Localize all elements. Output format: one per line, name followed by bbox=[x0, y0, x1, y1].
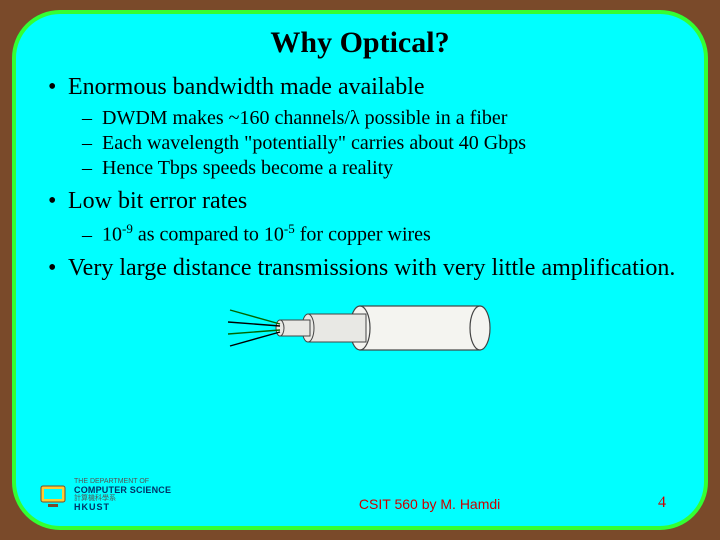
logo-line4: HKUST bbox=[74, 503, 171, 512]
footer-credit: CSIT 560 by M. Hamdi bbox=[171, 496, 658, 512]
sub-item: –Hence Tbps speeds become a reality bbox=[82, 157, 676, 180]
dash-marker: – bbox=[82, 224, 102, 247]
logo-text: THE DEPARTMENT OF COMPUTER SCIENCE 計算機科學… bbox=[74, 478, 171, 512]
dash-marker: – bbox=[82, 107, 102, 130]
bullet-text: Very large distance transmissions with v… bbox=[68, 255, 675, 282]
dash-marker: – bbox=[82, 132, 102, 155]
dept-logo: THE DEPARTMENT OF COMPUTER SCIENCE 計算機科學… bbox=[38, 478, 171, 512]
bullet-marker: • bbox=[48, 255, 68, 282]
bullet-text: Low bit error rates bbox=[68, 188, 247, 215]
dash-marker: – bbox=[82, 157, 102, 180]
page-number: 4 bbox=[658, 494, 666, 512]
bullet-item: • Very large distance transmissions with… bbox=[48, 255, 676, 282]
cable-svg bbox=[210, 288, 510, 368]
sub-text: DWDM makes ~160 channels/λ possible in a… bbox=[102, 107, 507, 130]
footer: THE DEPARTMENT OF COMPUTER SCIENCE 計算機科學… bbox=[16, 478, 704, 512]
slide-frame: Why Optical? • Enormous bandwidth made a… bbox=[12, 10, 708, 530]
logo-line2: COMPUTER SCIENCE bbox=[74, 486, 171, 495]
sub-item: –Each wavelength "potentially" carries a… bbox=[82, 132, 676, 155]
logo-icon bbox=[38, 480, 68, 510]
cable-illustration bbox=[44, 288, 676, 373]
bullet-item: • Enormous bandwidth made available –DWD… bbox=[48, 74, 676, 180]
bullet-text: Enormous bandwidth made available bbox=[68, 74, 425, 101]
slide-title: Why Optical? bbox=[44, 26, 676, 60]
sub-text: 10-9 as compared to 10-5 for copper wire… bbox=[102, 221, 431, 247]
bullet-marker: • bbox=[48, 188, 68, 215]
sub-item: –DWDM makes ~160 channels/λ possible in … bbox=[82, 107, 676, 130]
sub-list: –DWDM makes ~160 channels/λ possible in … bbox=[82, 107, 676, 180]
sub-text: Each wavelength "potentially" carries ab… bbox=[102, 132, 526, 155]
sub-text: Hence Tbps speeds become a reality bbox=[102, 157, 393, 180]
bullet-marker: • bbox=[48, 74, 68, 101]
sub-item: –10-9 as compared to 10-5 for copper wir… bbox=[82, 221, 676, 247]
bullet-list: • Enormous bandwidth made available –DWD… bbox=[48, 74, 676, 282]
sub-list: –10-9 as compared to 10-5 for copper wir… bbox=[82, 221, 676, 247]
bullet-item: • Low bit error rates –10-9 as compared … bbox=[48, 188, 676, 247]
